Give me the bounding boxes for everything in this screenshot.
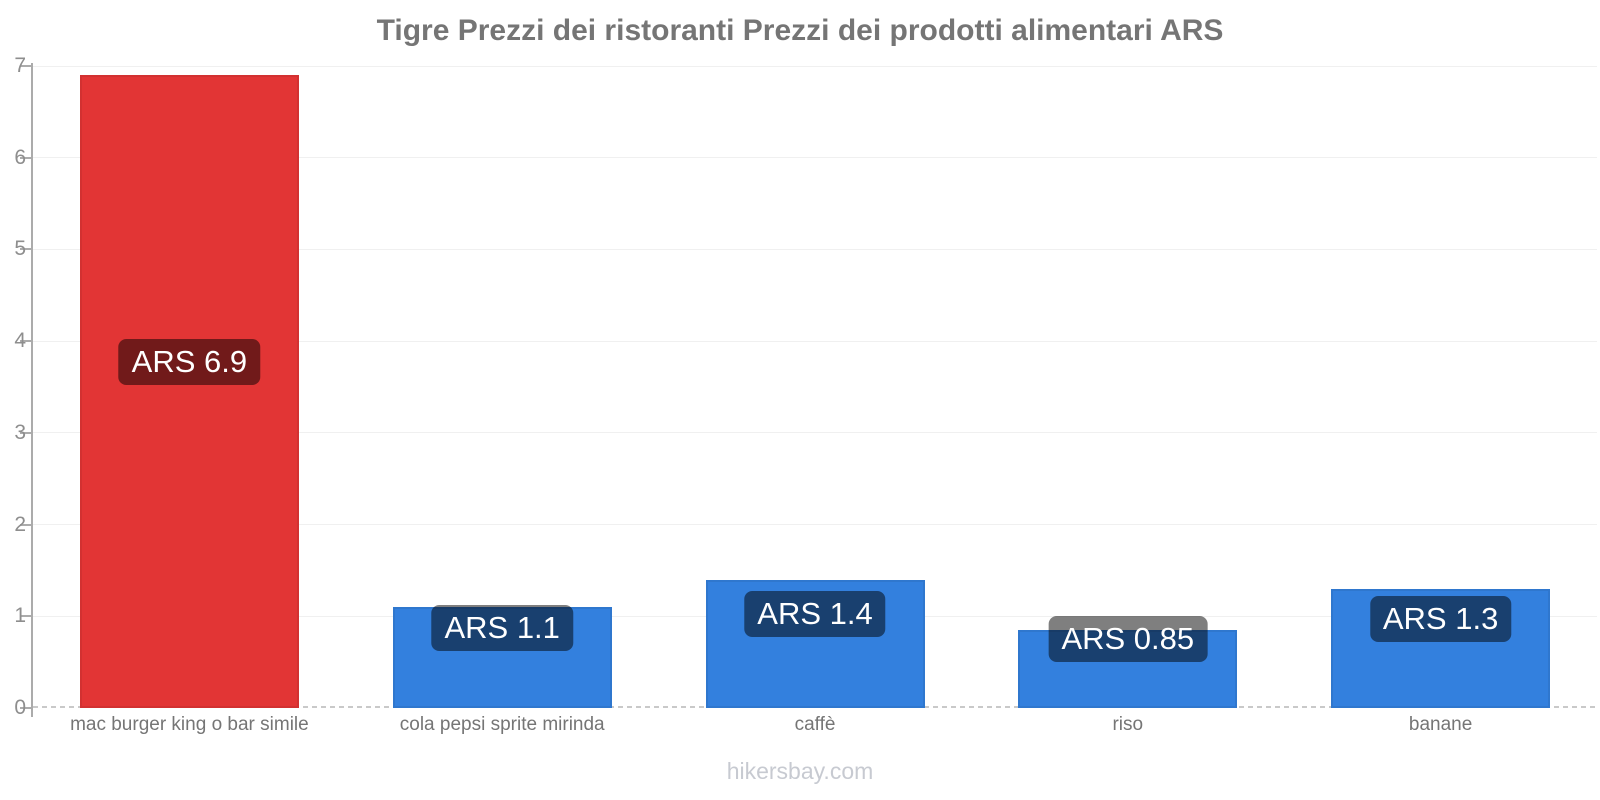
y-tick-7 bbox=[20, 65, 31, 67]
gridline-3 bbox=[33, 432, 1597, 434]
chart-title: Tigre Prezzi dei ristoranti Prezzi dei p… bbox=[376, 14, 1224, 47]
y-tick-label-6: 6 bbox=[14, 145, 26, 169]
y-tick-label-5: 5 bbox=[14, 237, 26, 261]
x-axis-label-4: riso bbox=[1112, 714, 1144, 735]
gridline-2 bbox=[33, 524, 1597, 526]
x-axis-label-3: caffè bbox=[794, 714, 836, 735]
y-tick-label-4: 4 bbox=[14, 329, 26, 353]
bar-value-label-4: ARS 0.85 bbox=[1048, 616, 1208, 662]
y-tick-6 bbox=[20, 156, 31, 159]
y-tick-label-3: 3 bbox=[14, 420, 26, 444]
gridline-6 bbox=[33, 157, 1597, 159]
y-tick-label-1: 1 bbox=[14, 604, 26, 628]
x-axis-label-1: mac burger king o bar simile bbox=[70, 714, 309, 735]
x-axis-label-5: banane bbox=[1408, 714, 1473, 735]
bar-value-label-3: ARS 1.4 bbox=[744, 591, 886, 637]
y-tick-1 bbox=[20, 615, 31, 618]
bar-value-label-1: ARS 6.9 bbox=[118, 339, 261, 385]
gridline-4 bbox=[33, 340, 1597, 342]
bar-value-label-2: ARS 1.1 bbox=[431, 605, 573, 651]
bar-1 bbox=[80, 75, 299, 708]
y-tick-4 bbox=[20, 340, 31, 343]
footer-watermark: hikersbay.com bbox=[726, 758, 874, 784]
y-tick-label-0: 0 bbox=[14, 696, 26, 719]
y-tick-2 bbox=[20, 523, 31, 526]
bar-value-label-5: ARS 1.3 bbox=[1369, 596, 1512, 642]
gridline-5 bbox=[33, 248, 1597, 250]
y-tick-0 bbox=[20, 707, 31, 709]
y-tick-3 bbox=[20, 431, 31, 434]
x-axis-label-2: cola pepsi sprite mirinda bbox=[399, 714, 605, 735]
y-tick-label-2: 2 bbox=[14, 512, 26, 536]
y-axis-line bbox=[31, 63, 33, 717]
y-tick-label-7: 7 bbox=[14, 54, 26, 77]
gridline-7 bbox=[33, 65, 1597, 67]
y-tick-5 bbox=[20, 248, 31, 251]
